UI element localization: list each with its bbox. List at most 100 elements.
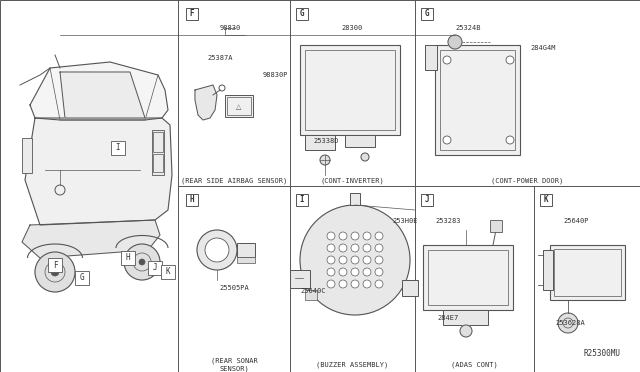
Circle shape [460, 325, 472, 337]
Text: 98830: 98830 [220, 25, 241, 31]
Circle shape [363, 244, 371, 252]
Circle shape [320, 155, 330, 165]
Text: K: K [166, 267, 170, 276]
Text: △: △ [236, 104, 242, 110]
Circle shape [339, 280, 347, 288]
Circle shape [448, 35, 462, 49]
Circle shape [558, 313, 578, 333]
Text: (REAR SIDE AIRBAG SENSOR): (REAR SIDE AIRBAG SENSOR) [181, 178, 287, 185]
Text: H: H [125, 253, 131, 263]
Text: 25387A: 25387A [207, 55, 233, 61]
Bar [111, 141, 125, 155]
Circle shape [205, 238, 229, 262]
Bar [425, 45, 437, 70]
Circle shape [443, 56, 451, 64]
Bar [554, 249, 621, 296]
Bar [225, 95, 253, 117]
Circle shape [351, 268, 359, 276]
Bar [428, 250, 508, 305]
Text: 284E7: 284E7 [437, 315, 459, 321]
Polygon shape [30, 62, 168, 120]
Circle shape [375, 268, 383, 276]
Circle shape [35, 252, 75, 292]
Bar [440, 50, 515, 150]
Text: R25300MU: R25300MU [583, 349, 620, 358]
Polygon shape [25, 118, 172, 225]
Bar [305, 290, 317, 300]
Circle shape [124, 244, 160, 280]
Circle shape [375, 256, 383, 264]
Circle shape [375, 232, 383, 240]
Circle shape [351, 244, 359, 252]
Text: 28300: 28300 [341, 25, 363, 31]
Text: 284G4M: 284G4M [530, 45, 556, 51]
Polygon shape [60, 72, 145, 118]
Circle shape [363, 256, 371, 264]
Bar [296, 194, 308, 206]
Circle shape [300, 205, 410, 315]
Polygon shape [195, 85, 217, 120]
Bar [237, 243, 255, 257]
Text: (CONT-POWER DOOR): (CONT-POWER DOOR) [491, 178, 563, 185]
Bar [345, 135, 375, 147]
Circle shape [375, 280, 383, 288]
Bar [153, 132, 163, 152]
Circle shape [351, 232, 359, 240]
Bar [237, 257, 255, 263]
Polygon shape [22, 220, 160, 258]
Circle shape [339, 256, 347, 264]
Bar [300, 45, 400, 135]
Circle shape [339, 244, 347, 252]
Text: 253283: 253283 [435, 218, 461, 224]
Circle shape [197, 230, 237, 270]
Text: G: G [300, 10, 304, 19]
Bar [48, 258, 62, 272]
Circle shape [351, 256, 359, 264]
Circle shape [339, 268, 347, 276]
Text: 25505PA: 25505PA [219, 285, 249, 291]
Bar [161, 265, 175, 279]
Bar [186, 194, 198, 206]
Bar [350, 193, 360, 205]
Bar [290, 270, 310, 288]
Circle shape [506, 136, 514, 144]
Circle shape [351, 280, 359, 288]
Bar [227, 97, 251, 115]
Circle shape [51, 268, 59, 276]
Circle shape [327, 268, 335, 276]
Text: 25640C: 25640C [300, 288, 326, 294]
Circle shape [327, 244, 335, 252]
Text: K: K [544, 196, 548, 205]
Text: I: I [116, 144, 120, 153]
Bar [421, 194, 433, 206]
Bar [305, 50, 395, 130]
Text: 98830P: 98830P [263, 72, 289, 78]
Text: J: J [153, 263, 157, 273]
Bar [296, 8, 308, 20]
Bar [305, 135, 335, 150]
Bar [153, 154, 163, 172]
Bar [402, 280, 418, 296]
Bar [423, 245, 513, 310]
Circle shape [327, 256, 335, 264]
Text: (CONT-INVERTER): (CONT-INVERTER) [320, 178, 384, 185]
Text: 253628A: 253628A [555, 320, 585, 326]
Bar [152, 130, 164, 175]
Circle shape [375, 244, 383, 252]
Bar [186, 8, 198, 20]
Bar [550, 245, 625, 300]
Text: I: I [300, 196, 304, 205]
Text: F: F [52, 260, 58, 269]
Text: 25338D: 25338D [313, 138, 339, 144]
Text: F: F [189, 10, 195, 19]
Bar [543, 250, 553, 290]
Circle shape [139, 259, 145, 265]
Circle shape [327, 280, 335, 288]
Circle shape [361, 153, 369, 161]
Circle shape [327, 232, 335, 240]
Text: 25640P: 25640P [563, 218, 589, 224]
Circle shape [363, 268, 371, 276]
Text: J: J [425, 196, 429, 205]
Text: (ADAS CONT): (ADAS CONT) [451, 362, 497, 369]
Text: 25324B: 25324B [455, 25, 481, 31]
